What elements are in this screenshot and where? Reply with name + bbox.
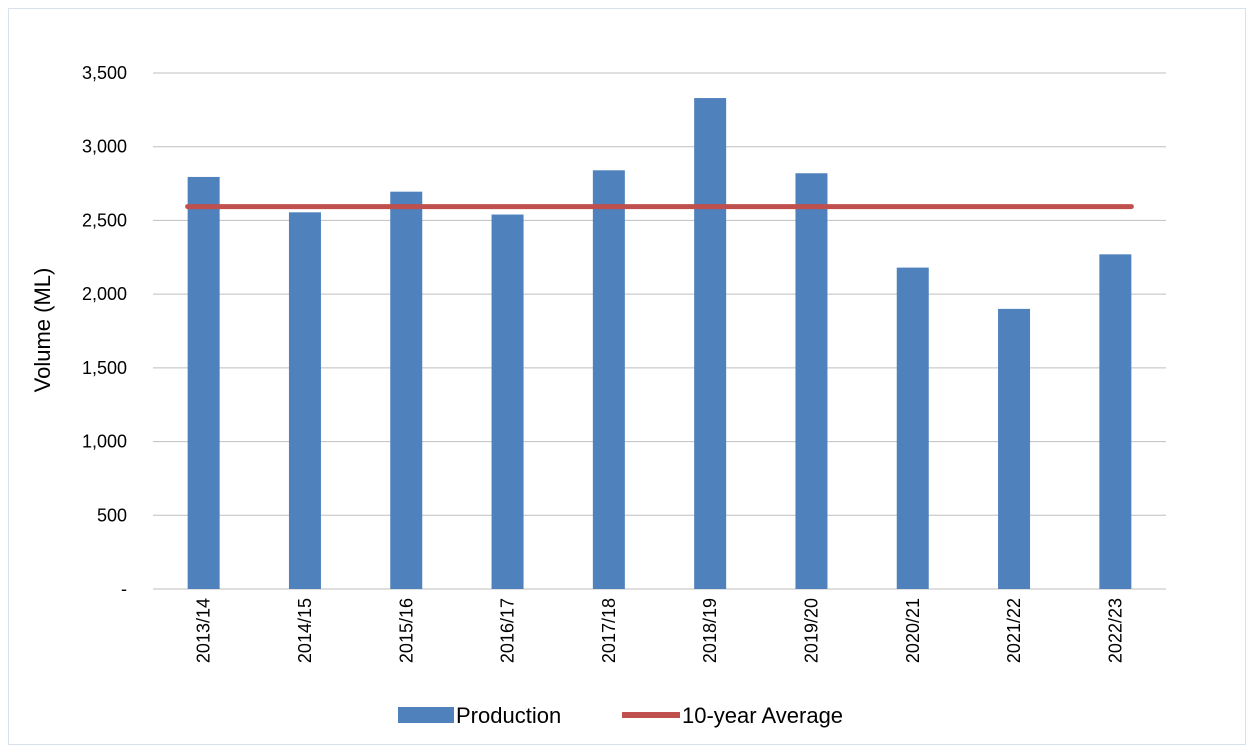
y-tick-label: 3,500 xyxy=(82,63,127,83)
bar-2022-23 xyxy=(1099,254,1132,589)
x-tick-label: 2020/21 xyxy=(903,598,923,663)
x-tick-label: 2018/19 xyxy=(700,598,720,663)
x-tick-label: 2017/18 xyxy=(599,598,619,663)
x-tick-label: 2013/14 xyxy=(194,598,214,663)
x-tick-label: 2016/17 xyxy=(498,598,518,663)
bar-2017-18 xyxy=(592,170,625,589)
bar-2015-16 xyxy=(390,191,423,589)
bar-2016-17 xyxy=(491,214,524,589)
x-tick-label: 2019/20 xyxy=(801,598,821,663)
x-tick-label: 2021/22 xyxy=(1004,598,1024,663)
legend-label-production: Production xyxy=(456,703,561,728)
y-tick-label: 1,000 xyxy=(82,432,127,452)
y-tick-label: - xyxy=(121,579,127,599)
x-tick-label: 2014/15 xyxy=(295,598,315,663)
legend-swatch-production xyxy=(398,707,454,723)
gridlines xyxy=(153,72,1166,590)
y-tick-label: 2,500 xyxy=(82,210,127,230)
legend: Production 10-year Average xyxy=(398,703,843,728)
bar-2018-19 xyxy=(694,98,727,589)
y-axis-title: Volume (ML) xyxy=(30,268,55,393)
y-tick-label: 1,500 xyxy=(82,358,127,378)
y-tick-label: 2,000 xyxy=(82,284,127,304)
y-axis-ticks: - 500 1,000 1,500 2,000 2,500 3,000 3,500 xyxy=(82,63,127,599)
bar-2020-21 xyxy=(896,267,929,589)
bar-2013-14 xyxy=(187,176,220,590)
y-tick-label: 3,000 xyxy=(82,137,127,157)
bar-2014-15 xyxy=(288,212,321,589)
x-axis-ticks: 2013/14 2014/15 2015/16 2016/17 2017/18 2018/… xyxy=(194,598,1126,663)
y-tick-label: 500 xyxy=(97,505,127,525)
bar-2021-22 xyxy=(998,308,1031,589)
bar-series-production xyxy=(187,98,1132,590)
x-tick-label: 2022/23 xyxy=(1105,598,1125,663)
x-tick-label: 2015/16 xyxy=(396,598,416,663)
legend-label-average: 10-year Average xyxy=(682,703,843,728)
bar-2019-20 xyxy=(795,173,828,589)
